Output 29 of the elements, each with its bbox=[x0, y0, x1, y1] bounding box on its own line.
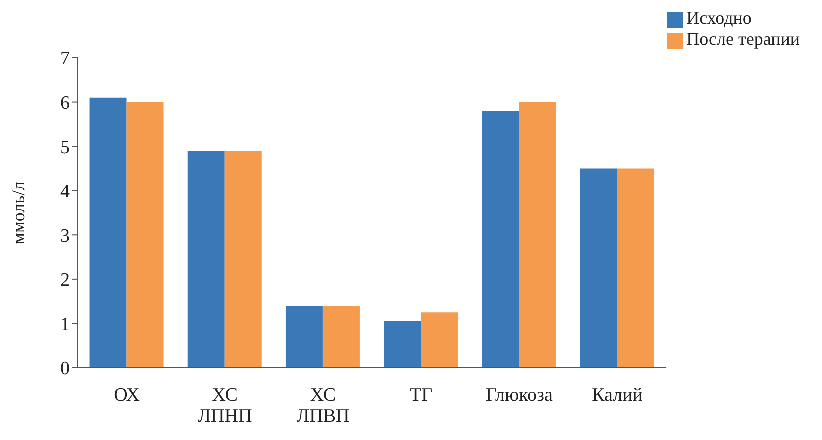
bar bbox=[224, 151, 262, 368]
bar bbox=[482, 111, 520, 368]
legend-label: После терапии bbox=[686, 29, 800, 49]
y-axis-title: ммоль/л bbox=[8, 182, 28, 244]
bar bbox=[421, 312, 458, 368]
x-tick-label: Калий bbox=[592, 385, 643, 406]
y-tick-label: 6 bbox=[60, 93, 70, 114]
bar bbox=[188, 151, 225, 368]
y-tick-label: 1 bbox=[60, 314, 70, 336]
x-tick-label: ХС ЛПВП bbox=[296, 385, 350, 427]
bar bbox=[286, 306, 323, 368]
bar bbox=[580, 168, 618, 368]
y-tick-label: 0 bbox=[60, 358, 70, 380]
bar bbox=[126, 102, 164, 368]
bar bbox=[617, 168, 654, 368]
y-tick-label: 3 bbox=[60, 226, 70, 247]
y-tick-label: 7 bbox=[60, 48, 70, 70]
bar bbox=[519, 102, 556, 368]
x-tick-label: ОХ bbox=[114, 385, 140, 406]
y-tick-label: 5 bbox=[60, 137, 70, 158]
bar bbox=[384, 322, 422, 368]
bar bbox=[322, 306, 360, 368]
x-tick-label: ХС ЛПНП bbox=[198, 385, 252, 427]
x-tick-label: Глюкоза bbox=[486, 385, 554, 406]
x-tick-label: ТГ bbox=[410, 385, 433, 406]
legend-label: Исходно bbox=[686, 8, 752, 28]
bar bbox=[90, 98, 127, 368]
y-tick-label: 4 bbox=[60, 182, 70, 203]
y-tick-label: 2 bbox=[60, 270, 70, 292]
